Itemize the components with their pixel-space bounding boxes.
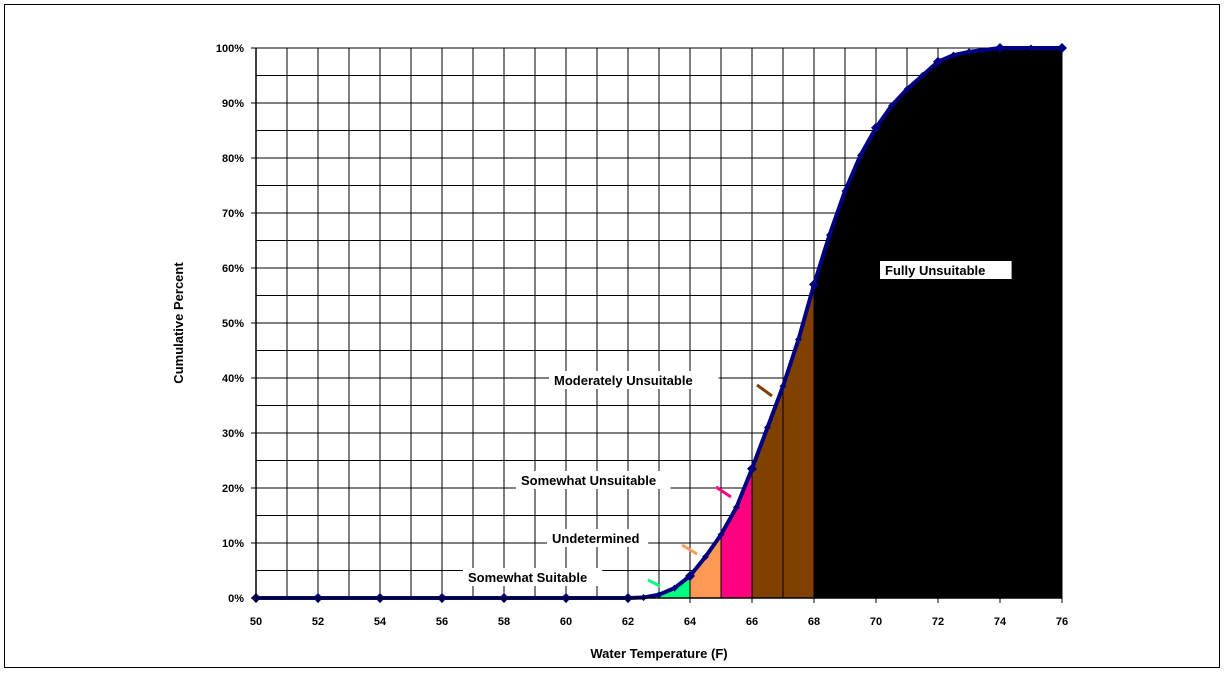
data-point <box>779 382 787 390</box>
data-point <box>857 151 864 159</box>
annotation-somewhat-unsuitable-box <box>516 471 671 489</box>
suitability-bands <box>658 48 1063 598</box>
annotation-somewhat-unsuitable-text: Somewhat Unsuitable <box>521 473 656 488</box>
annotation-somewhat-suitable: Somewhat Suitable <box>463 568 603 586</box>
x-tick-label: 66 <box>746 616 758 628</box>
data-point <box>826 231 833 239</box>
annotation-undetermined-text: Undetermined <box>552 531 639 546</box>
band-undetermined <box>690 534 721 598</box>
annotation-moderately-unsuitable: Moderately Unsuitable <box>549 371 719 389</box>
y-tick-label: 50% <box>222 318 244 330</box>
y-tick-label: 70% <box>222 208 244 220</box>
data-point <box>1057 43 1067 53</box>
data-point <box>965 48 973 56</box>
leader-undetermined <box>681 543 698 556</box>
y-axis-title: Cumulative Percent <box>171 262 186 384</box>
annotations: Somewhat Suitable Undetermined Somewhat Un… <box>463 261 1012 588</box>
data-point <box>919 72 926 79</box>
data-point <box>685 571 695 581</box>
y-tick-label: 10% <box>222 538 244 550</box>
x-tick-label: 62 <box>622 616 634 628</box>
data-point <box>950 51 957 59</box>
annotation-undetermined-box <box>547 529 649 547</box>
annotation-somewhat-suitable-text: Somewhat Suitable <box>468 570 587 585</box>
data-point <box>717 531 725 539</box>
annotation-fully-unsuitable-box <box>880 261 1012 279</box>
y-tick-label: 100% <box>216 43 244 55</box>
data-point <box>995 43 1005 53</box>
y-tick-label: 0% <box>228 593 244 605</box>
data-point <box>809 279 819 290</box>
data-point <box>888 102 895 110</box>
data-point <box>871 122 881 133</box>
annotation-somewhat-unsuitable: Somewhat Unsuitable <box>516 471 671 489</box>
axes: 50 52 54 56 58 60 62 64 66 68 70 72 74 76 0% 10% 20% 30% 4… <box>216 43 1068 628</box>
x-tick-label: 72 <box>932 616 944 628</box>
y-tick-label: 40% <box>222 373 244 385</box>
annotation-somewhat-suitable-box <box>463 568 603 586</box>
y-tick-label: 30% <box>222 428 244 440</box>
x-tick-label: 54 <box>374 616 387 628</box>
x-tick-label: 60 <box>560 616 572 628</box>
data-point <box>671 584 678 592</box>
x-tick-label: 76 <box>1056 616 1068 628</box>
leader-moderately-unsuitable <box>756 383 773 398</box>
data-point <box>903 85 911 93</box>
x-tick-label: 50 <box>250 616 262 628</box>
x-tick-label: 74 <box>994 616 1007 628</box>
x-tick-label: 56 <box>436 616 448 628</box>
x-tick-label: 52 <box>312 616 324 628</box>
y-tick-label: 60% <box>222 263 244 275</box>
data-point <box>795 336 802 343</box>
annotation-fully-unsuitable-text: Fully Unsuitable <box>885 263 985 278</box>
y-tick-label: 90% <box>222 98 244 110</box>
leader-somewhat-suitable <box>647 578 661 588</box>
annotation-undetermined: Undetermined <box>547 529 649 547</box>
annotation-fully-unsuitable: Fully Unsuitable <box>880 261 1012 279</box>
x-tick-label: 70 <box>870 616 882 628</box>
data-point <box>1027 44 1035 52</box>
y-tick-label: 20% <box>222 483 244 495</box>
leader-somewhat-unsuitable <box>715 485 732 499</box>
band-somewhat-unsuitable <box>721 468 752 598</box>
y-tick-label: 80% <box>222 153 244 165</box>
data-point <box>702 553 709 561</box>
data-point <box>764 424 771 431</box>
x-tick-label: 64 <box>684 616 697 628</box>
x-tick-label: 68 <box>808 616 820 628</box>
annotation-moderately-unsuitable-text: Moderately Unsuitable <box>554 373 693 388</box>
data-point <box>655 591 663 599</box>
data-point <box>747 463 757 474</box>
x-axis-title: Water Temperature (F) <box>590 646 727 661</box>
annotation-moderately-unsuitable-box <box>549 371 719 389</box>
x-tick-label: 58 <box>498 616 510 628</box>
data-point <box>841 187 849 195</box>
data-point <box>733 503 740 511</box>
data-point <box>933 56 943 67</box>
